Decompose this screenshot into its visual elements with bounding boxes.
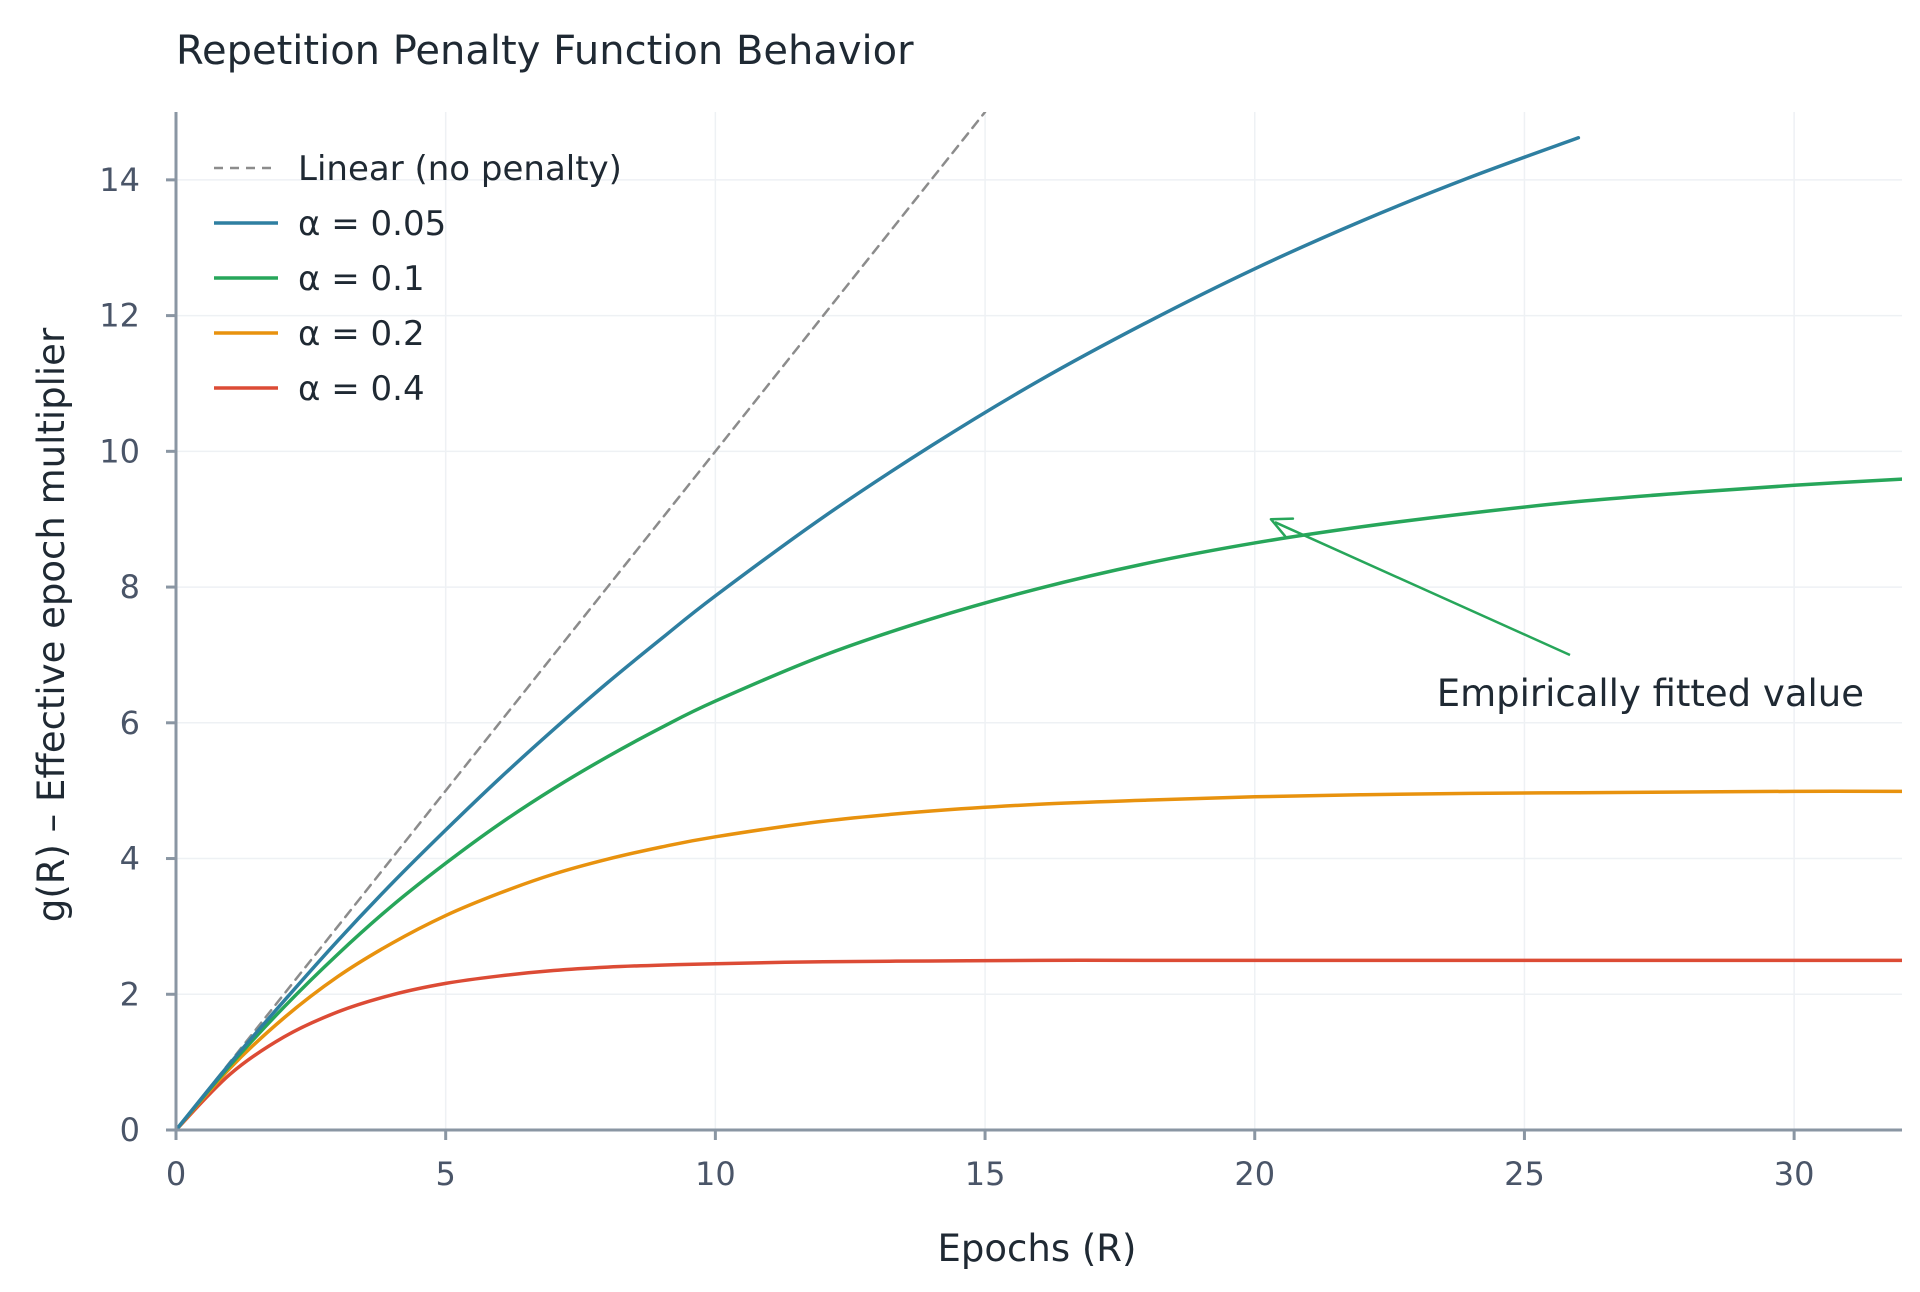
x-tick-label: 10 (695, 1155, 736, 1193)
x-axis-label: Epochs (R) (938, 1227, 1137, 1270)
series-line (176, 789, 1902, 1130)
legend-label: Linear (no penalty) (298, 149, 622, 189)
x-tick-label: 30 (1774, 1155, 1815, 1193)
y-tick-label: 0 (120, 1111, 140, 1149)
series-line (176, 136, 1581, 1130)
y-tick-label: 8 (120, 568, 140, 606)
y-tick-label: 6 (120, 704, 140, 742)
axes: 0 5 10 15 20 25 30 0 2 4 6 8 10 12 14 (99, 112, 1902, 1193)
annotations: Empirically fitted value (1269, 517, 1864, 715)
x-tick-label: 0 (166, 1155, 186, 1193)
grid-lines (176, 112, 1902, 1130)
plot-series (176, 112, 1902, 1130)
series-line (176, 477, 1902, 1130)
y-tick-label: 12 (99, 297, 140, 335)
y-tick-label: 10 (99, 432, 140, 470)
x-tick-label: 15 (965, 1155, 1006, 1193)
legend-label: α = 0.05 (298, 204, 446, 244)
chart-title: Repetition Penalty Function Behavior (176, 28, 914, 74)
y-tick-label: 4 (120, 840, 140, 878)
annotation-label: Empirically fitted value (1437, 672, 1864, 715)
x-tick-label: 20 (1234, 1155, 1275, 1193)
annotation-arrowhead (1269, 517, 1295, 538)
x-tick-label: 5 (436, 1155, 456, 1193)
series-line (176, 112, 987, 1130)
x-tick-label: 25 (1504, 1155, 1545, 1193)
legend-label: α = 0.4 (298, 369, 425, 409)
y-axis-label: g(R) – Effective epoch multiplier (30, 327, 73, 922)
legend-label: α = 0.1 (298, 259, 425, 299)
y-tick-label: 14 (99, 161, 140, 199)
series-line (176, 958, 1902, 1130)
y-tick-label: 2 (120, 975, 140, 1013)
legend-label: α = 0.2 (298, 314, 425, 354)
annotation-arrow-line (1274, 521, 1571, 657)
legend: Linear (no penalty) α = 0.05 α = 0.1 α = 0.… (214, 149, 622, 409)
